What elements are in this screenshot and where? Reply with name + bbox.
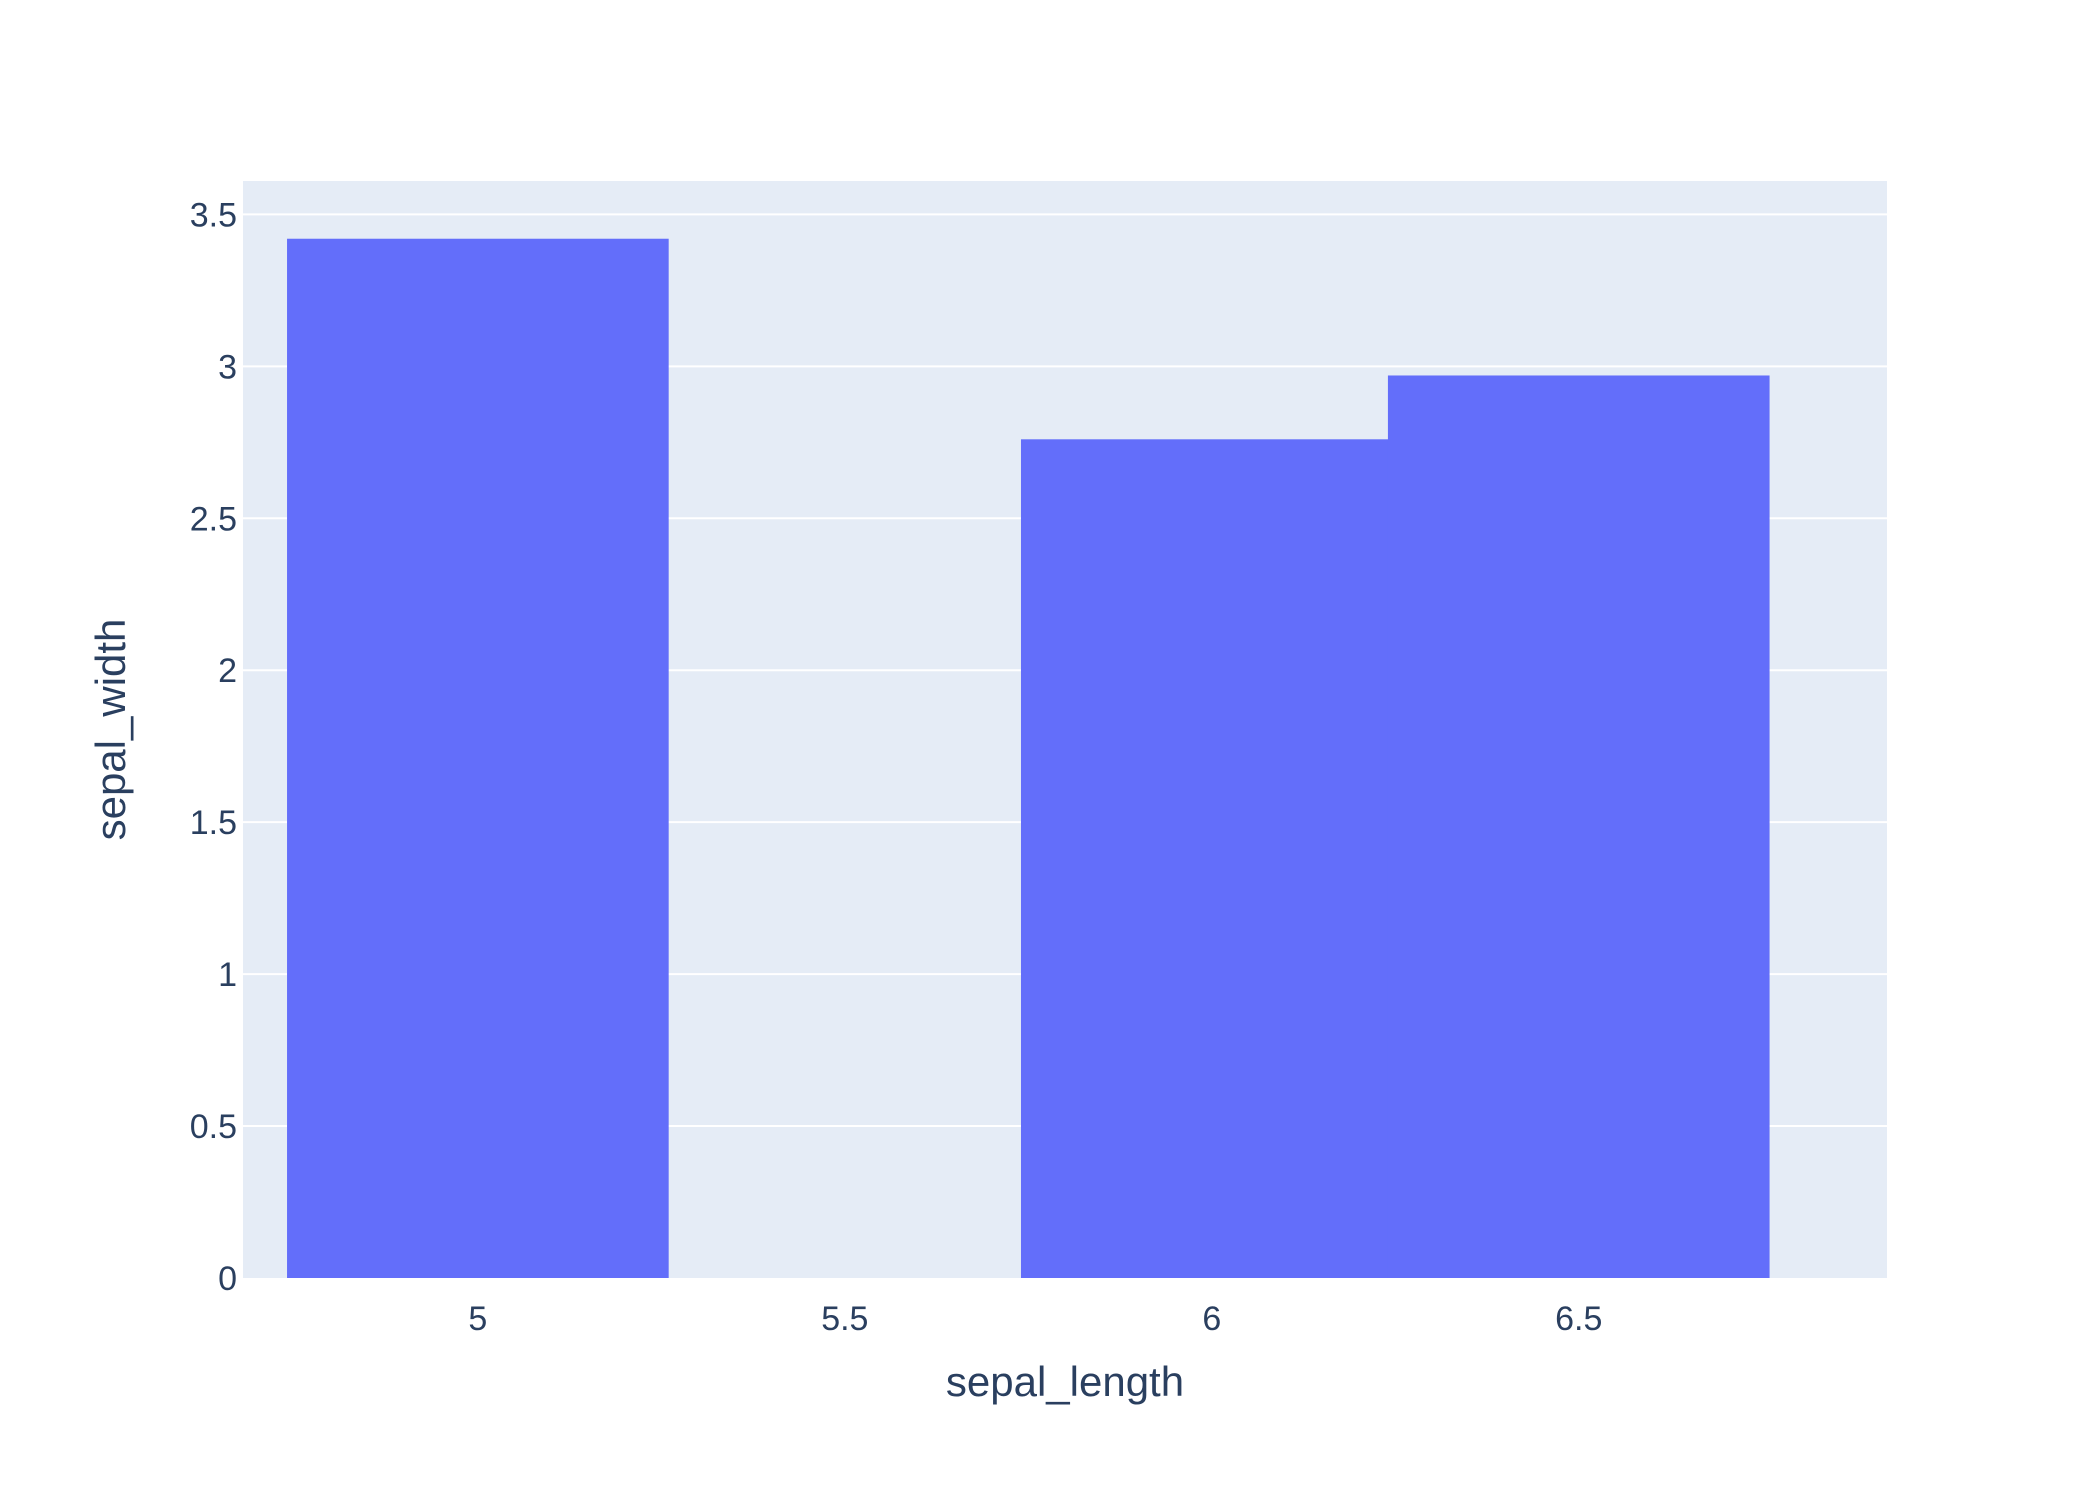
y-tick-label: 0 — [218, 1260, 237, 1298]
y-tick-label: 2.5 — [190, 500, 237, 538]
bar-6-5[interactable] — [1387, 375, 1770, 1278]
y-tick-label: 0.5 — [190, 1108, 237, 1146]
y-tick-label: 2 — [218, 652, 237, 690]
x-axis-ticks: 5 5.5 6 6.5 — [468, 1300, 1602, 1338]
x-tick-label: 5 — [468, 1300, 487, 1338]
y-tick-label: 1.5 — [190, 804, 237, 842]
y-axis-title: sepal_width — [87, 619, 134, 841]
x-tick-label: 6 — [1202, 1300, 1221, 1338]
y-axis-ticks: 0 0.5 1 1.5 2 2.5 3 3.5 — [190, 196, 237, 1298]
x-axis-title: sepal_length — [946, 1358, 1184, 1405]
bars — [287, 238, 1770, 1279]
bar-6[interactable] — [1020, 439, 1403, 1278]
y-tick-label: 3 — [218, 348, 237, 386]
y-tick-label: 3.5 — [190, 196, 237, 234]
y-tick-label: 1 — [218, 956, 237, 994]
x-tick-label: 6.5 — [1555, 1300, 1602, 1338]
x-tick-label: 5.5 — [821, 1300, 868, 1338]
bar-5[interactable] — [287, 238, 669, 1279]
